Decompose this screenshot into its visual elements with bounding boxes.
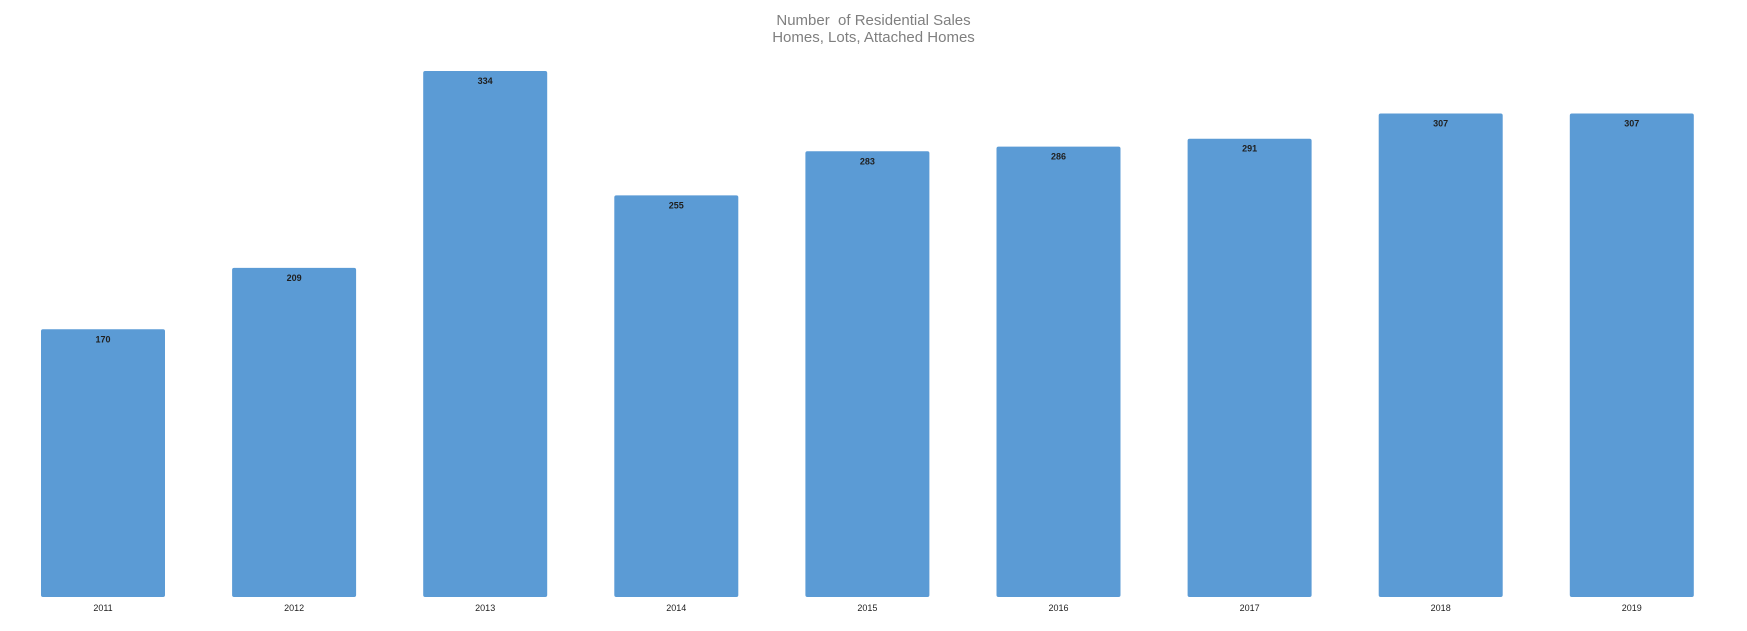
- bar-2015: [805, 151, 930, 598]
- data-label-2011: 170: [95, 334, 110, 344]
- bars-group: [41, 71, 1694, 598]
- data-label-2015: 283: [860, 156, 875, 166]
- x-tick-label-2016: 2016: [1048, 603, 1068, 613]
- chart-title: Number of Residential Sales: [776, 12, 971, 29]
- bar-2014: [614, 195, 739, 597]
- bar-2013: [423, 71, 548, 597]
- chart-subtitle: Homes, Lots, Attached Homes: [772, 29, 975, 46]
- x-tick-label-2015: 2015: [857, 603, 877, 613]
- data-label-2018: 307: [1433, 119, 1448, 129]
- x-tick-label-2013: 2013: [475, 603, 495, 613]
- x-axis-ticks-group: 2011 2012 2013 2014 2015 2016 2017 2018 2019: [93, 603, 1641, 613]
- x-tick-label-2014: 2014: [666, 603, 686, 613]
- data-label-2012: 209: [287, 273, 302, 283]
- data-labels-group: 170 209 334 255 283 286 291 307 307: [95, 76, 1639, 344]
- data-label-2016: 286: [1051, 152, 1066, 162]
- x-tick-label-2019: 2019: [1622, 603, 1642, 613]
- bar-2016: [996, 146, 1121, 597]
- data-label-2017: 291: [1242, 144, 1257, 154]
- x-tick-label-2017: 2017: [1240, 603, 1260, 613]
- x-tick-label-2011: 2011: [93, 603, 112, 613]
- data-label-2013: 334: [478, 76, 493, 86]
- bar-2011: [41, 329, 165, 597]
- bar-2018: [1378, 113, 1503, 597]
- bar-2017: [1187, 138, 1312, 597]
- x-tick-label-2018: 2018: [1431, 603, 1451, 613]
- data-label-2019: 307: [1624, 119, 1639, 129]
- bar-2019: [1569, 113, 1694, 597]
- x-tick-label-2012: 2012: [284, 603, 304, 613]
- bar-2012: [232, 267, 357, 597]
- data-label-2014: 255: [669, 200, 684, 210]
